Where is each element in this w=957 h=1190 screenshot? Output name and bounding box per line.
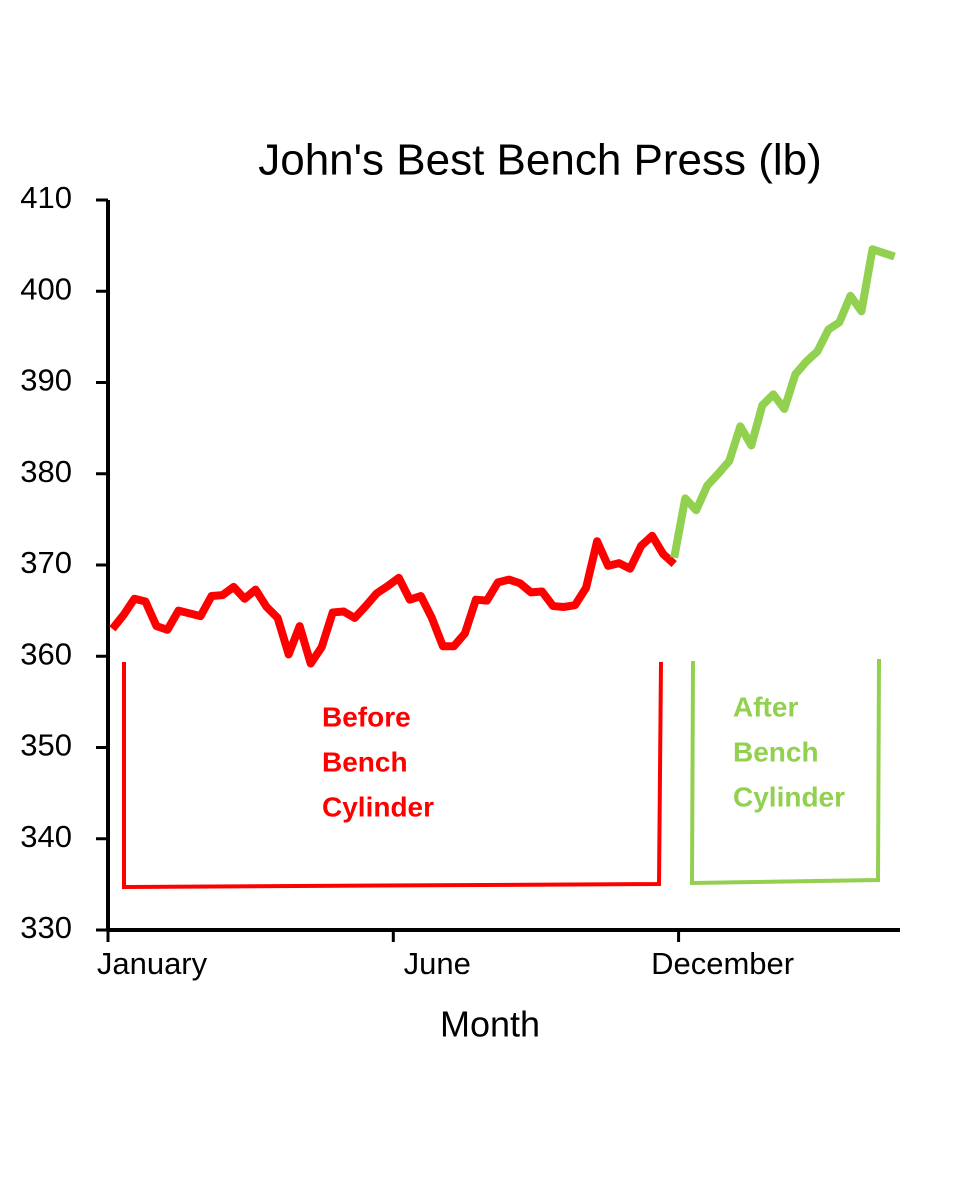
y-tick-label: 380 — [20, 454, 72, 489]
annotation-text: Before — [322, 701, 411, 732]
x-axis-label: Month — [440, 1004, 540, 1045]
x-tick-label: January — [97, 946, 208, 981]
y-tick-label: 360 — [20, 636, 72, 671]
y-tick-label: 330 — [20, 910, 72, 945]
after-bracket — [689, 658, 881, 886]
y-tick-label: 370 — [20, 545, 72, 580]
y-tick-label: 340 — [20, 819, 72, 854]
series-line — [670, 245, 896, 559]
before-bracket — [122, 661, 663, 890]
annotation-text: Bench — [322, 746, 408, 777]
x-tick-label: December — [651, 946, 794, 981]
y-tick-label: 350 — [20, 728, 72, 763]
annotation-text: Bench — [733, 736, 819, 767]
series-line — [109, 531, 677, 668]
annotation-text: Cylinder — [322, 791, 434, 822]
annotation-text: After — [733, 691, 798, 722]
x-tick-label: June — [404, 946, 471, 981]
y-tick-label: 390 — [20, 363, 72, 398]
y-tick-label: 400 — [20, 271, 72, 306]
y-tick-label: 410 — [20, 180, 72, 215]
annotation-text: Cylinder — [733, 781, 845, 812]
chart-title: John's Best Bench Press (lb) — [258, 136, 822, 185]
